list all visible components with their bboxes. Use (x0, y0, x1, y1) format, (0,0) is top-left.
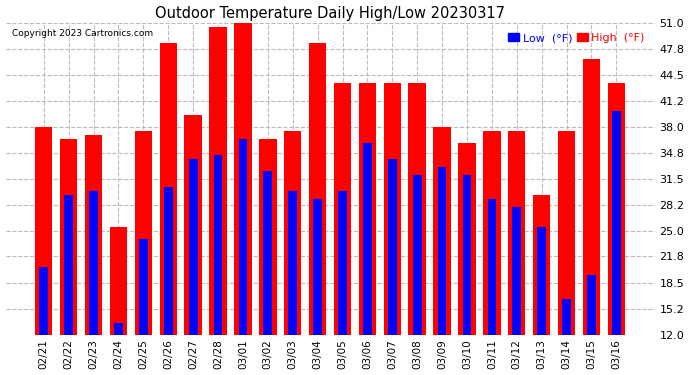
Bar (513, 207, 521, 335)
Bar (114, 323, 123, 335)
Bar (338, 191, 347, 335)
Text: Copyright 2023 Cartronics.com: Copyright 2023 Cartronics.com (12, 29, 153, 38)
Bar (388, 159, 397, 335)
Bar (234, 23, 252, 335)
Bar (284, 131, 302, 335)
Bar (488, 199, 496, 335)
Bar (159, 43, 177, 335)
Bar (64, 195, 73, 335)
Legend: Low  (°F), High  (°F): Low (°F), High (°F) (504, 28, 649, 48)
Bar (85, 135, 102, 335)
Bar (433, 127, 451, 335)
Bar (558, 131, 575, 335)
Bar (35, 127, 52, 335)
Bar (462, 175, 471, 335)
Bar (39, 267, 48, 335)
Bar (363, 143, 372, 335)
Bar (309, 43, 326, 335)
Bar (259, 139, 277, 335)
Bar (458, 143, 475, 335)
Bar (214, 155, 222, 335)
Bar (60, 139, 77, 335)
Bar (508, 131, 526, 335)
Bar (184, 115, 202, 335)
Bar (583, 59, 600, 335)
Bar (384, 83, 401, 335)
Bar (110, 227, 127, 335)
Bar (608, 83, 625, 335)
Bar (264, 171, 272, 335)
Bar (313, 199, 322, 335)
Bar (437, 167, 446, 335)
Bar (189, 159, 197, 335)
Bar (359, 83, 376, 335)
Bar (135, 131, 152, 335)
Bar (562, 299, 571, 335)
Bar (89, 191, 98, 335)
Bar (164, 187, 172, 335)
Bar (413, 175, 422, 335)
Bar (483, 131, 501, 335)
Title: Outdoor Temperature Daily High/Low 20230317: Outdoor Temperature Daily High/Low 20230… (155, 6, 505, 21)
Bar (408, 83, 426, 335)
Bar (209, 27, 227, 335)
Bar (533, 195, 551, 335)
Bar (334, 83, 351, 335)
Bar (538, 227, 546, 335)
Bar (612, 111, 621, 335)
Bar (288, 191, 297, 335)
Bar (587, 275, 596, 335)
Bar (239, 139, 247, 335)
Bar (139, 239, 148, 335)
